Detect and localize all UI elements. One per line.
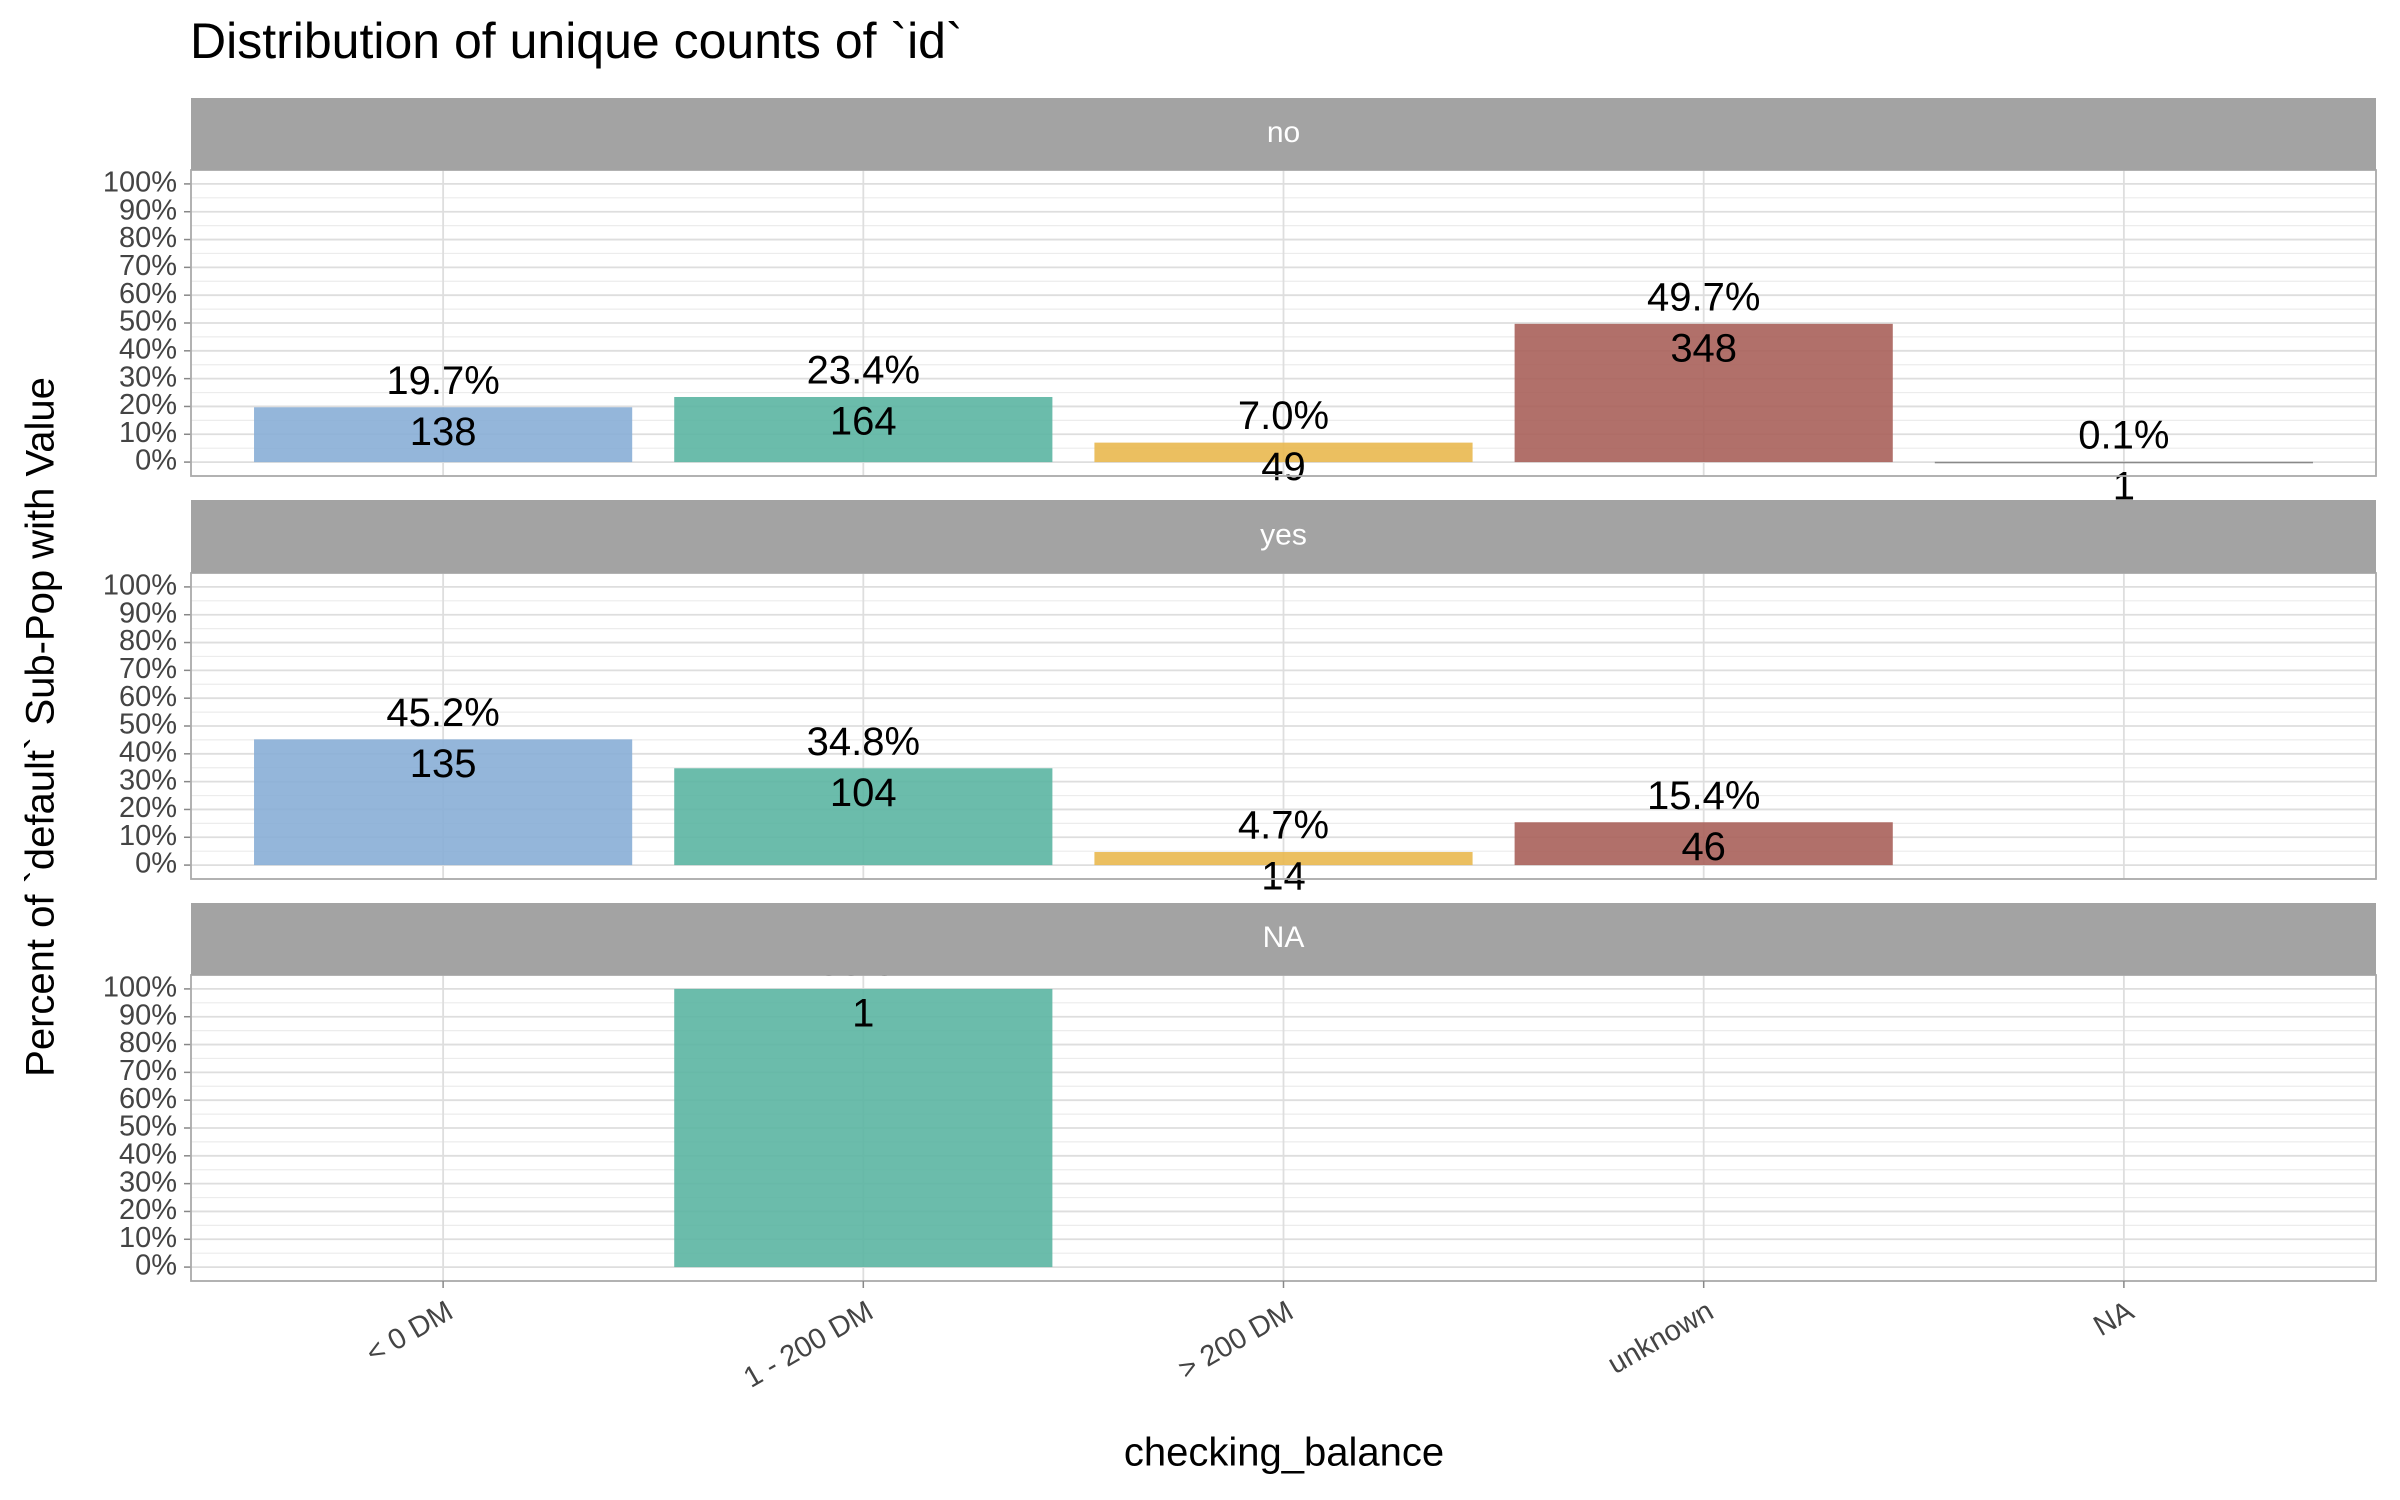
- bar: [1514, 822, 1893, 866]
- y-tick-label: 10%: [119, 820, 177, 852]
- facet-label: yes: [1260, 518, 1307, 551]
- value-label: 45.2%: [386, 691, 499, 735]
- y-tick-label: 90%: [119, 999, 177, 1031]
- count-label: 348: [1670, 326, 1737, 370]
- x-tick-label: NA: [2088, 1295, 2139, 1343]
- x-tick-label: < 0 DM: [361, 1295, 459, 1370]
- bar: [674, 396, 1053, 463]
- y-tick-label: 90%: [119, 194, 177, 226]
- x-axis-label: checking_balance: [1124, 1431, 1444, 1475]
- count-label: 135: [410, 742, 477, 786]
- facet-strip: [191, 98, 2376, 170]
- chart-title: Distribution of unique counts of `id`: [190, 13, 963, 69]
- facet-strip: [191, 500, 2376, 573]
- bar: [1094, 852, 1473, 866]
- y-tick-label: 80%: [119, 1027, 177, 1059]
- count-label: 138: [410, 410, 477, 454]
- y-tick-label: 40%: [119, 1138, 177, 1170]
- x-tick-label: unknown: [1602, 1295, 1719, 1381]
- y-tick-label: 50%: [119, 709, 177, 741]
- facet-strip: [191, 903, 2376, 975]
- y-tick-label: 10%: [119, 417, 177, 449]
- y-tick-label: 70%: [119, 653, 177, 685]
- x-tick-label: > 200 DM: [1173, 1295, 1299, 1386]
- value-label: 34.8%: [807, 720, 920, 764]
- y-tick-label: 70%: [119, 1055, 177, 1087]
- y-tick-label: 90%: [119, 597, 177, 629]
- y-tick-label: 20%: [119, 792, 177, 824]
- y-tick-label: 20%: [119, 389, 177, 421]
- value-label: 7.0%: [1238, 394, 1329, 438]
- bar: [674, 988, 1053, 1268]
- y-tick-label: 30%: [119, 1166, 177, 1198]
- count-label: 1: [852, 991, 874, 1035]
- y-axis-label: Percent of `default` Sub-Pop with Value: [19, 377, 63, 1077]
- y-tick-label: 50%: [119, 1111, 177, 1143]
- value-label: 0.1%: [2078, 413, 2169, 457]
- facet-label: NA: [1263, 921, 1305, 954]
- bar: [1094, 442, 1473, 463]
- y-tick-label: 80%: [119, 222, 177, 254]
- y-tick-label: 0%: [135, 848, 177, 880]
- x-tick-label: 1 - 200 DM: [738, 1295, 878, 1394]
- count-label: 104: [830, 771, 897, 815]
- y-tick-label: 100%: [103, 167, 177, 199]
- y-tick-label: 50%: [119, 306, 177, 338]
- count-label: 46: [1681, 825, 1726, 869]
- value-label: 49.7%: [1647, 275, 1760, 319]
- y-tick-label: 0%: [135, 445, 177, 477]
- bar: [254, 407, 633, 463]
- facet-label: no: [1267, 116, 1300, 149]
- y-tick-label: 60%: [119, 278, 177, 310]
- y-tick-label: 60%: [119, 1083, 177, 1115]
- bar: [674, 768, 1053, 866]
- value-label: 23.4%: [807, 349, 920, 393]
- count-label: 14: [1261, 855, 1306, 899]
- y-tick-label: 100%: [103, 570, 177, 602]
- count-label: 164: [830, 400, 897, 444]
- y-tick-label: 30%: [119, 764, 177, 796]
- y-tick-label: 100%: [103, 972, 177, 1004]
- bar: [1934, 461, 2313, 464]
- bar: [1514, 323, 1893, 463]
- y-tick-label: 40%: [119, 736, 177, 768]
- value-label: 19.7%: [386, 359, 499, 403]
- y-tick-label: 60%: [119, 681, 177, 713]
- y-tick-label: 10%: [119, 1222, 177, 1254]
- y-tick-label: 0%: [135, 1250, 177, 1282]
- y-tick-label: 20%: [119, 1194, 177, 1226]
- value-label: 15.4%: [1647, 774, 1760, 818]
- y-tick-label: 30%: [119, 361, 177, 393]
- count-label: 49: [1261, 445, 1306, 489]
- y-tick-label: 80%: [119, 625, 177, 657]
- y-tick-label: 40%: [119, 333, 177, 365]
- bar: [254, 739, 633, 866]
- y-tick-label: 70%: [119, 250, 177, 282]
- value-label: 4.7%: [1238, 804, 1329, 848]
